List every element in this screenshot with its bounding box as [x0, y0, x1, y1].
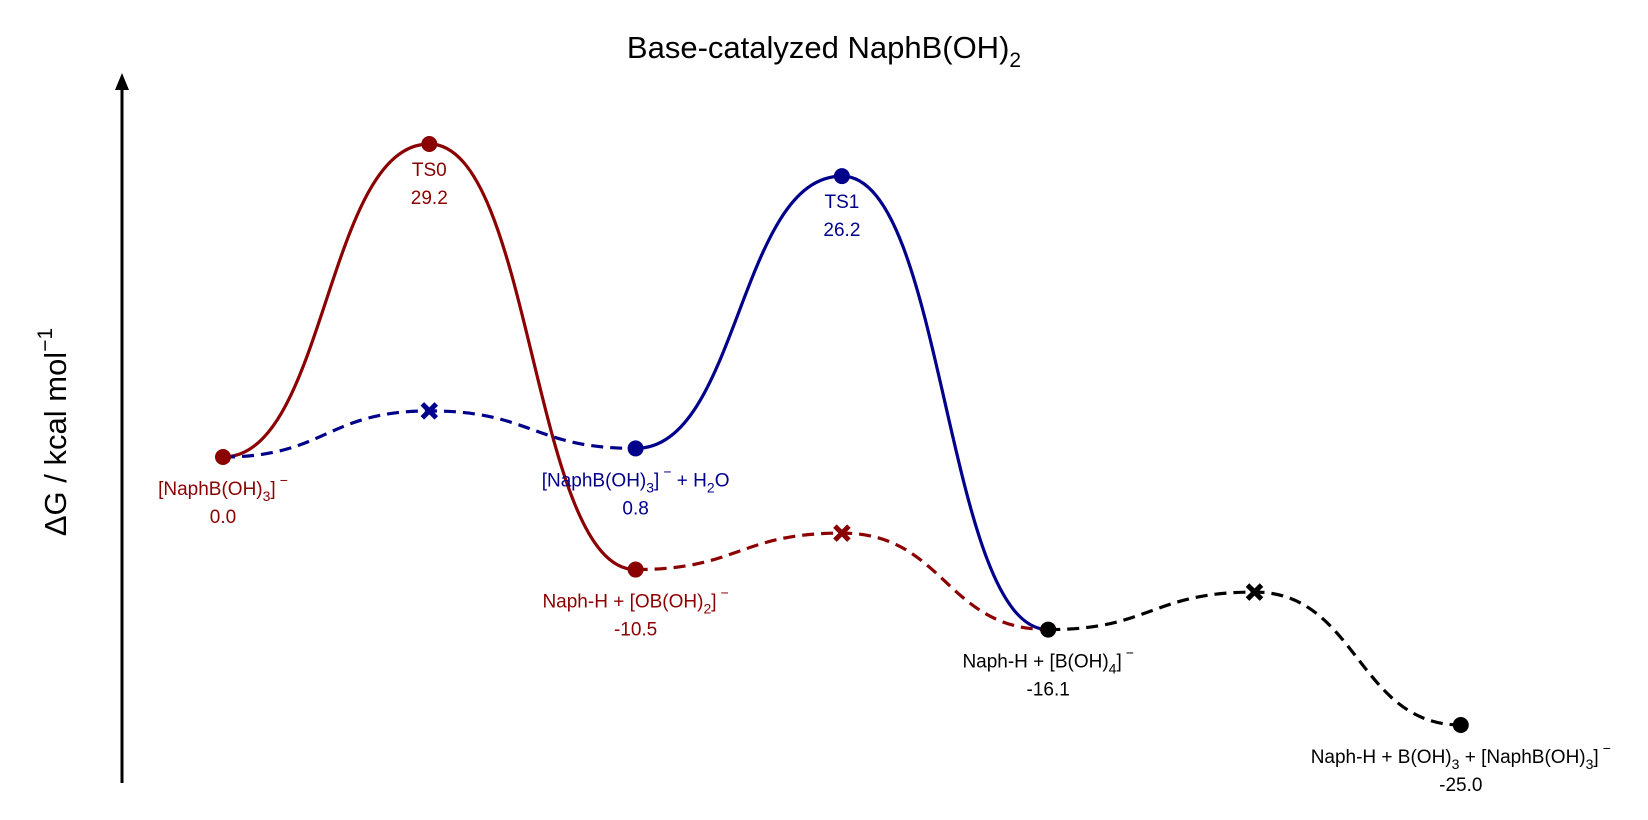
state-marker-s1: [627, 440, 644, 457]
state-label-s4: Naph-H + B(OH)3 + [NaphB(OH)3] −: [1311, 740, 1611, 772]
state-marker-s3: [1040, 621, 1057, 638]
state-label-s0: [NaphB(OH)3] −: [158, 472, 288, 504]
state-value-s3: -16.1: [1027, 680, 1070, 701]
state-markers: [215, 135, 1469, 733]
state-value-s0: 0.0: [210, 507, 236, 528]
y-axis-arrowhead: [115, 73, 129, 90]
state-value-s1: 0.8: [622, 498, 648, 519]
state-marker-ts1: [833, 168, 850, 185]
state-marker-s2: [627, 561, 644, 578]
state-label-s3: Naph-H + [B(OH)4] −: [962, 645, 1134, 677]
state-value-s4: -25.0: [1439, 775, 1482, 796]
path-s0-s1: [222, 409, 636, 459]
path-s1-s3: [635, 174, 1049, 632]
state-label-s1: [NaphB(OH)3] − + H2O: [542, 463, 730, 495]
state-label-ts0: TS0: [412, 160, 447, 181]
intermediate-x-marker: [1245, 583, 1264, 601]
state-value-ts1: 26.2: [823, 220, 860, 241]
state-marker-ts0: [421, 135, 438, 152]
intermediate-x-marker: [833, 524, 851, 542]
y-axis-label: ΔG / kcal mol−1: [34, 328, 73, 536]
state-marker-s0: [215, 449, 231, 465]
state-value-s2: -10.5: [614, 620, 657, 641]
intermediate-x-marker: [420, 402, 439, 420]
path-s3-s4: [1048, 590, 1461, 727]
y-axis: [115, 73, 129, 783]
state-label-s2: Naph-H + [OB(OH)2] −: [542, 585, 728, 617]
state-label-ts1: TS1: [824, 192, 859, 213]
state-labels: [NaphB(OH)3] − 0.0 TS0 29.2 [NaphB(OH)3] − + H…: [158, 160, 1611, 796]
state-marker-s4: [1452, 717, 1469, 733]
chart-title: Base-catalyzed NaphB(OH)2: [627, 30, 1021, 72]
state-value-ts0: 29.2: [411, 188, 448, 209]
path-s2-s3: [635, 531, 1049, 632]
